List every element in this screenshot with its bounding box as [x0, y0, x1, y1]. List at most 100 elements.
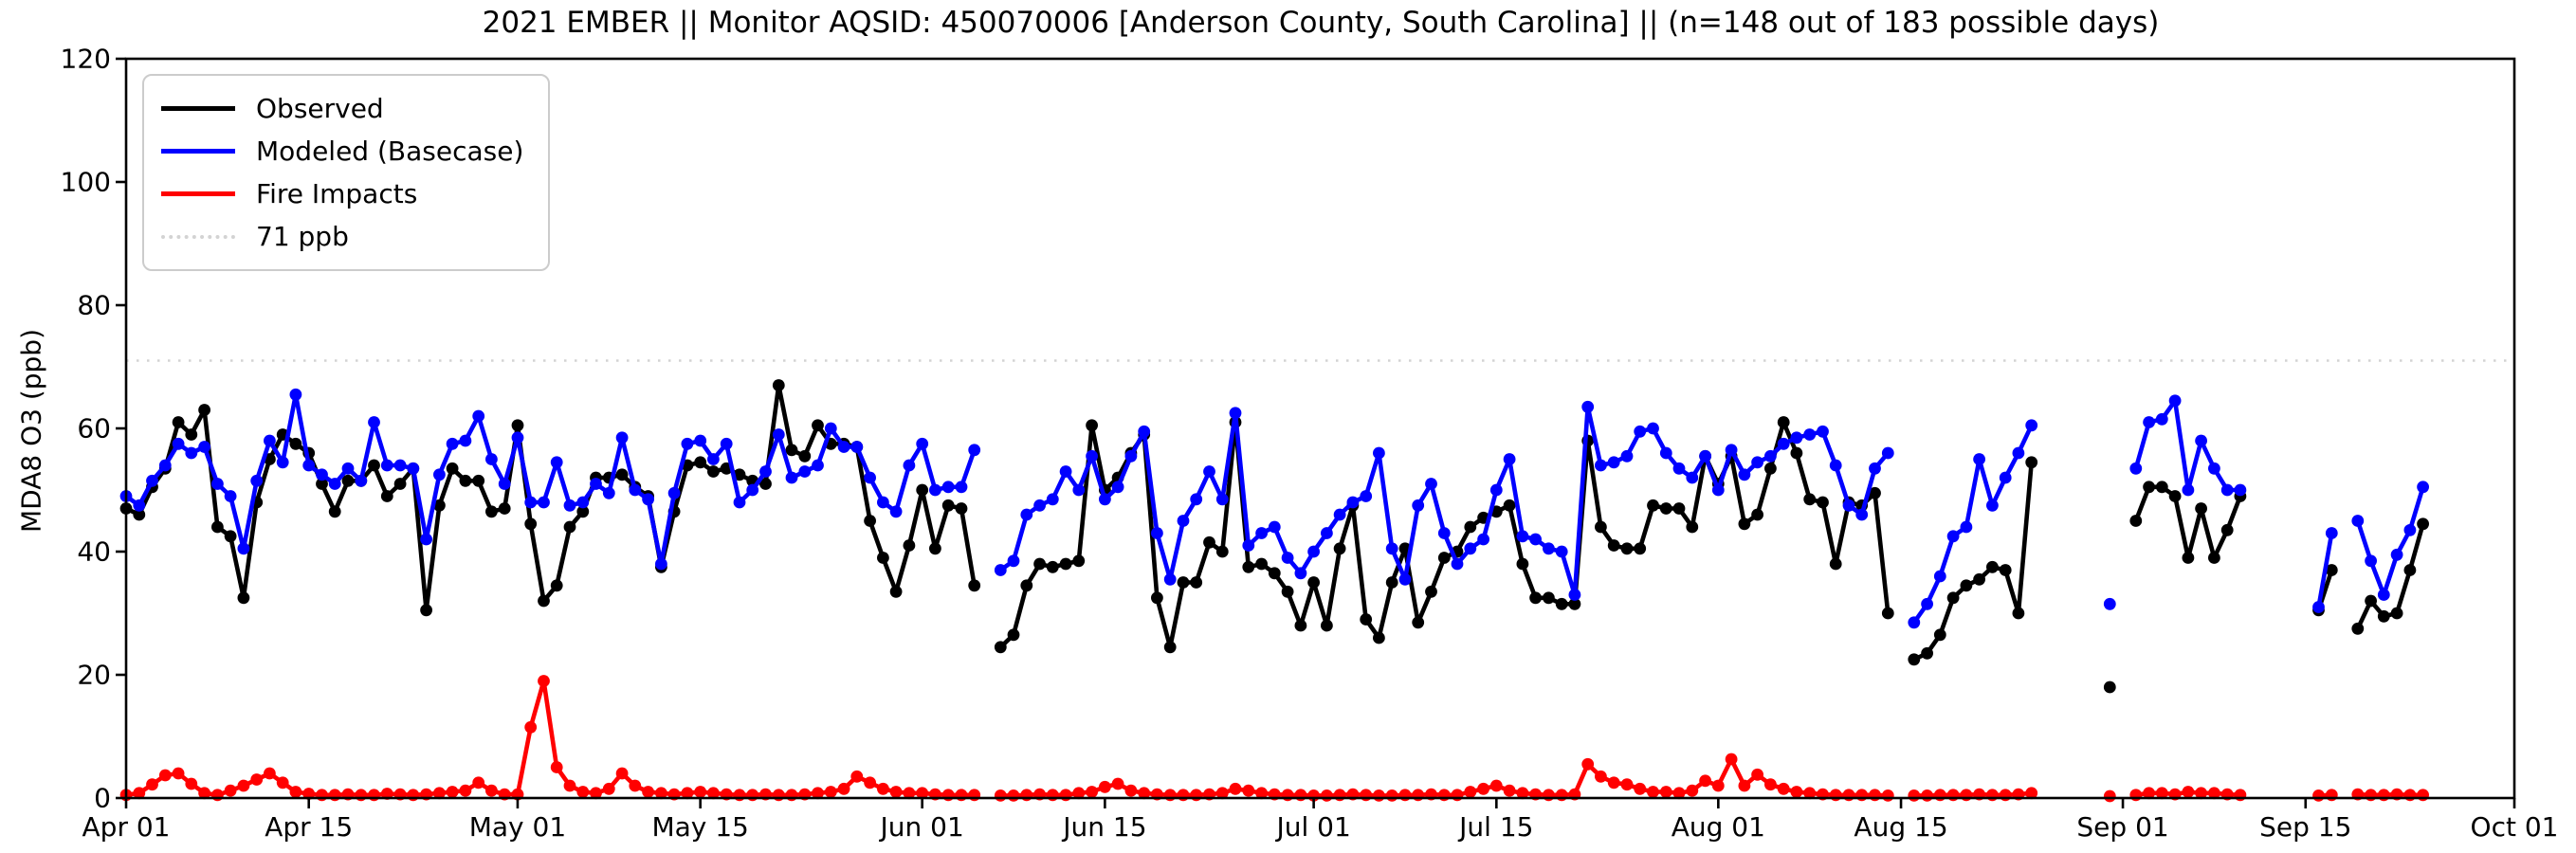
y-tick-label-60: 60	[77, 412, 111, 445]
data-point-observed	[446, 462, 459, 475]
data-point-modeled-basecase-	[1817, 425, 1829, 438]
data-point-fire-impacts	[158, 769, 172, 782]
data-point-observed	[1738, 517, 1751, 531]
data-point-modeled-basecase-	[1437, 527, 1451, 539]
y-tick-label-0: 0	[94, 782, 111, 814]
data-point-modeled-basecase-	[889, 505, 903, 518]
data-point-modeled-basecase-	[2403, 523, 2417, 536]
data-point-modeled-basecase-	[1764, 449, 1777, 463]
data-point-modeled-basecase-	[615, 431, 629, 445]
data-point-modeled-basecase-	[2417, 481, 2430, 494]
data-point-fire-impacts	[615, 767, 629, 780]
data-point-modeled-basecase-	[1973, 453, 1986, 465]
data-point-fire-impacts	[1072, 787, 1086, 800]
data-point-observed	[2325, 564, 2338, 576]
data-point-fire-impacts	[1099, 780, 1111, 793]
data-point-fire-impacts	[133, 787, 146, 800]
data-point-observed	[524, 517, 538, 531]
data-point-modeled-basecase-	[1960, 520, 1973, 534]
data-point-fire-impacts	[994, 789, 1007, 802]
x-tick-label-apr-01: Apr 01	[82, 811, 171, 843]
data-point-modeled-basecase-	[1346, 496, 1360, 509]
data-point-modeled-basecase-	[1033, 499, 1046, 512]
data-point-fire-impacts	[903, 787, 916, 800]
data-point-observed	[498, 502, 511, 515]
data-point-fire-impacts	[1111, 777, 1124, 790]
data-point-observed	[1543, 591, 1555, 605]
data-point-modeled-basecase-	[916, 437, 929, 450]
data-point-modeled-basecase-	[733, 496, 746, 509]
data-point-observed	[2403, 564, 2417, 576]
data-point-observed	[707, 465, 720, 478]
data-point-observed	[812, 419, 824, 432]
data-point-observed	[1672, 502, 1686, 515]
data-point-modeled-basecase-	[1151, 527, 1163, 539]
data-point-observed	[1817, 496, 1829, 509]
data-point-modeled-basecase-	[237, 542, 250, 555]
data-point-modeled-basecase-	[1790, 431, 1803, 445]
data-point-observed	[1464, 520, 1477, 534]
data-point-fire-impacts	[1751, 768, 1763, 781]
data-point-observed	[393, 478, 407, 490]
data-point-observed	[1046, 560, 1059, 573]
x-tick-label-jul-01: Jul 01	[1276, 811, 1351, 843]
data-point-observed	[1960, 579, 1973, 592]
x-tick-label-may-01: May 01	[468, 811, 567, 843]
data-point-modeled-basecase-	[1007, 554, 1020, 568]
x-tick-label-aug-15: Aug 15	[1854, 811, 1948, 843]
data-point-fire-impacts	[276, 776, 289, 789]
data-point-observed	[694, 456, 707, 469]
data-point-modeled-basecase-	[1581, 400, 1595, 413]
data-point-fire-impacts	[877, 782, 889, 795]
data-point-fire-impacts	[237, 779, 250, 792]
x-tick-label-aug-01: Aug 01	[1671, 811, 1765, 843]
data-point-modeled-basecase-	[1908, 616, 1921, 629]
data-point-observed	[785, 444, 798, 457]
data-point-modeled-basecase-	[994, 564, 1007, 576]
data-point-modeled-basecase-	[1321, 527, 1333, 539]
data-point-fire-impacts	[1659, 786, 1672, 798]
data-point-observed	[1607, 539, 1620, 552]
data-point-modeled-basecase-	[289, 388, 302, 401]
data-point-fire-impacts	[2312, 789, 2325, 802]
data-point-observed	[224, 530, 237, 543]
data-point-observed	[2025, 456, 2038, 469]
data-point-fire-impacts	[1464, 786, 1477, 798]
data-point-modeled-basecase-	[433, 468, 446, 481]
data-point-observed	[1529, 591, 1542, 605]
data-point-modeled-basecase-	[2129, 462, 2143, 475]
data-point-modeled-basecase-	[185, 446, 198, 460]
data-point-fire-impacts	[146, 778, 158, 791]
data-point-observed	[1595, 520, 1607, 534]
data-point-fire-impacts	[563, 779, 576, 792]
data-point-modeled-basecase-	[459, 434, 472, 447]
data-point-modeled-basecase-	[1281, 552, 1294, 564]
data-point-observed	[1072, 554, 1086, 568]
data-point-modeled-basecase-	[824, 422, 837, 435]
data-point-modeled-basecase-	[485, 453, 498, 465]
data-point-modeled-basecase-	[1699, 449, 1711, 463]
data-point-modeled-basecase-	[1829, 459, 1842, 472]
data-point-fire-impacts	[1790, 786, 1803, 798]
data-point-modeled-basecase-	[511, 431, 524, 445]
data-point-fire-impacts	[1764, 778, 1777, 791]
data-point-fire-impacts	[864, 776, 876, 789]
data-point-observed	[1425, 585, 1437, 598]
data-point-modeled-basecase-	[341, 462, 355, 475]
data-point-fire-impacts	[459, 784, 472, 797]
data-point-modeled-basecase-	[1477, 533, 1489, 546]
data-point-modeled-basecase-	[1595, 459, 1607, 472]
data-point-observed	[485, 505, 498, 518]
data-point-fire-impacts	[642, 786, 654, 798]
data-point-observed	[1294, 619, 1307, 632]
data-point-modeled-basecase-	[1398, 572, 1412, 586]
data-point-observed	[420, 604, 432, 617]
data-point-modeled-basecase-	[707, 453, 720, 465]
data-point-modeled-basecase-	[2012, 446, 2025, 460]
data-point-modeled-basecase-	[576, 496, 590, 509]
data-point-fire-impacts	[1477, 782, 1489, 795]
y-tick-label-80: 80	[77, 289, 111, 321]
data-point-modeled-basecase-	[1464, 542, 1477, 555]
data-point-modeled-basecase-	[133, 499, 146, 512]
data-point-modeled-basecase-	[1203, 465, 1215, 478]
